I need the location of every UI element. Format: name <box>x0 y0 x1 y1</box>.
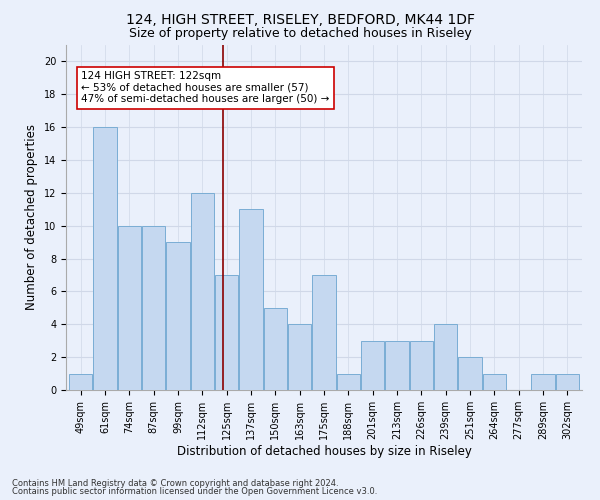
Bar <box>239 210 263 390</box>
Bar <box>483 374 506 390</box>
Bar <box>215 275 238 390</box>
Text: Contains public sector information licensed under the Open Government Licence v3: Contains public sector information licen… <box>12 487 377 496</box>
Bar <box>288 324 311 390</box>
Text: Contains HM Land Registry data © Crown copyright and database right 2024.: Contains HM Land Registry data © Crown c… <box>12 478 338 488</box>
Bar <box>118 226 141 390</box>
Y-axis label: Number of detached properties: Number of detached properties <box>25 124 38 310</box>
Bar <box>532 374 554 390</box>
Text: 124, HIGH STREET, RISELEY, BEDFORD, MK44 1DF: 124, HIGH STREET, RISELEY, BEDFORD, MK44… <box>125 12 475 26</box>
Bar <box>69 374 92 390</box>
Bar <box>313 275 335 390</box>
Bar <box>166 242 190 390</box>
Bar <box>385 340 409 390</box>
Bar <box>142 226 165 390</box>
Bar <box>556 374 579 390</box>
Text: 124 HIGH STREET: 122sqm
← 53% of detached houses are smaller (57)
47% of semi-de: 124 HIGH STREET: 122sqm ← 53% of detache… <box>81 72 329 104</box>
Bar <box>337 374 360 390</box>
X-axis label: Distribution of detached houses by size in Riseley: Distribution of detached houses by size … <box>176 445 472 458</box>
Bar <box>264 308 287 390</box>
Bar <box>191 193 214 390</box>
Bar <box>94 127 116 390</box>
Bar <box>434 324 457 390</box>
Text: Size of property relative to detached houses in Riseley: Size of property relative to detached ho… <box>128 28 472 40</box>
Bar <box>410 340 433 390</box>
Bar <box>458 357 482 390</box>
Bar <box>361 340 384 390</box>
